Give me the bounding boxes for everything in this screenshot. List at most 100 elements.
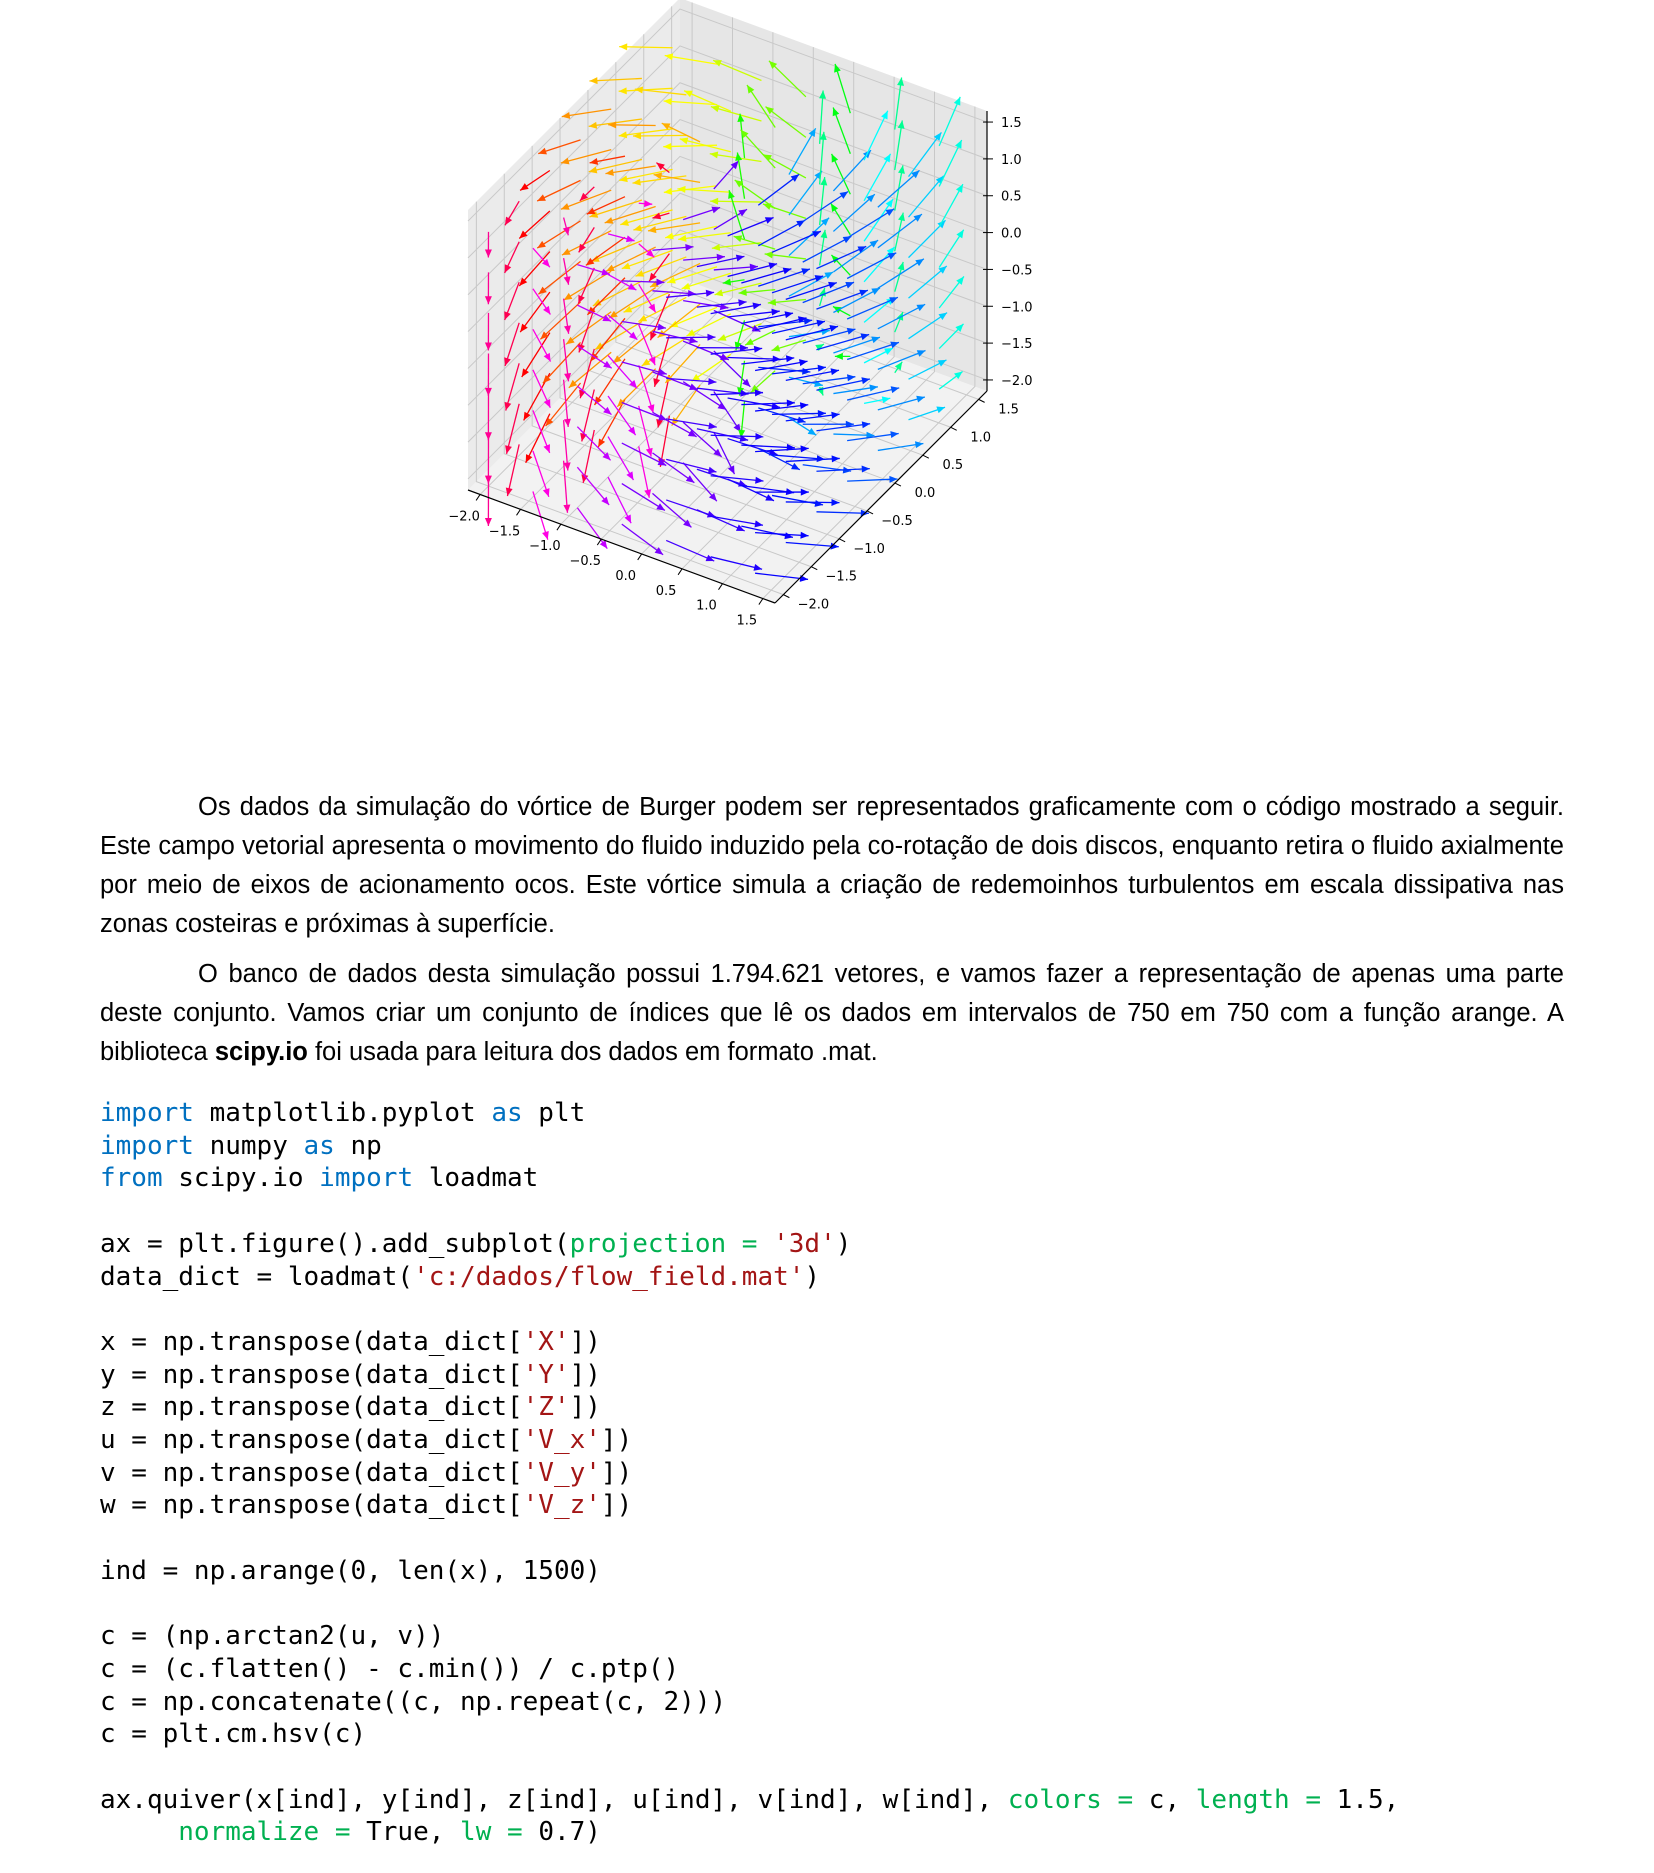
vector-arrowhead (602, 314, 612, 322)
code-token: 'Z' (522, 1392, 570, 1423)
vector-arrowhead (764, 251, 774, 259)
vector-arrow (847, 432, 899, 442)
vector-arrowhead (824, 272, 834, 279)
code-token: c = (c.flatten() - c.min()) / c.ptp() (100, 1653, 680, 1684)
vector-arrowhead (644, 200, 653, 208)
code-line: c = (c.flatten() - c.min()) / c.ptp() (100, 1654, 679, 1684)
y-tick (894, 482, 902, 487)
vector-arrowhead (803, 317, 813, 325)
code-token: '3d' (773, 1228, 836, 1259)
vector-arrow (832, 149, 872, 192)
vector-arrowhead (648, 303, 656, 313)
vector-arrow (846, 208, 895, 239)
back-left-pane (468, 0, 680, 490)
vector-arrow (576, 466, 610, 506)
vector-arrow (632, 175, 687, 184)
x-grid-line (722, 91, 935, 585)
vector-arrowhead (800, 488, 809, 496)
vector-arrowhead (755, 476, 764, 484)
y-axis-line (774, 390, 988, 604)
vector-arrowhead (594, 396, 602, 406)
code-line: ax.quiver(x[ind], y[ind], z[ind], u[ind]… (100, 1785, 1399, 1815)
vector-arrow (785, 457, 840, 463)
vector-arrowhead (684, 90, 693, 98)
vector-arrowhead (881, 110, 888, 120)
vector-arrowhead (762, 203, 772, 210)
vector-arrow (816, 245, 867, 270)
vector-arrow (536, 220, 581, 249)
vector-arrowhead (677, 185, 686, 193)
vector-arrowhead (814, 275, 824, 282)
vector-arrow (562, 420, 569, 471)
vector-arrowhead (632, 132, 642, 140)
code-line: u = np.transpose(data_dict['V_x']) (100, 1425, 632, 1455)
vector-arrowhead (588, 121, 598, 129)
vector-arrow (712, 59, 762, 82)
vector-arrowhead (911, 170, 920, 179)
vector-arrow (741, 525, 794, 539)
vector-arrowhead (916, 395, 925, 403)
z-tick-label: −1.0 (1001, 300, 1033, 315)
vector-arrowhead (740, 344, 749, 352)
code-token: ]) (569, 1326, 601, 1357)
vector-arrow (585, 236, 626, 266)
vector-arrow (582, 429, 595, 484)
vector-arrow (621, 442, 667, 467)
vector-arrow (788, 271, 834, 297)
vector-arrow (846, 341, 900, 361)
z-grid-line (467, 82, 988, 296)
vector-arrowhead (714, 289, 724, 297)
vector-arrowhead (705, 554, 715, 562)
vector-arrow (908, 175, 945, 218)
vector-arrowhead (563, 504, 571, 513)
vector-arrowhead (916, 304, 926, 312)
vector-arrow (666, 458, 717, 473)
vector-arrowhead (914, 441, 924, 449)
code-line: y = np.transpose(data_dict['Y']) (100, 1360, 601, 1390)
vector-arrowhead (830, 368, 840, 376)
vector-arrow (597, 399, 626, 448)
vector-arrowhead (764, 217, 774, 224)
vector-arrowhead (628, 426, 636, 436)
vector-arrowhead (807, 427, 817, 436)
vector-arrow (785, 369, 840, 382)
vector-arrowhead (606, 264, 615, 272)
vector-arrowhead (586, 207, 596, 215)
vector-arrowhead (857, 246, 867, 253)
vector-arrowhead (953, 96, 961, 106)
vector-arrowhead (484, 432, 492, 441)
vector-arrowhead (635, 270, 645, 277)
vector-arrow (666, 377, 717, 383)
z-tick-label: 0.5 (1001, 190, 1022, 205)
vector-arrowhead (771, 402, 780, 410)
vector-arrow (621, 523, 664, 556)
vector-arrowhead (589, 211, 599, 218)
vector-arrow (877, 303, 926, 330)
vector-arrowhead (542, 374, 551, 384)
y-tick (811, 566, 818, 571)
vector-arrowhead (752, 302, 761, 310)
vector-arrow (710, 475, 764, 482)
vector-arrow (666, 336, 716, 339)
vector-arrowhead (647, 226, 657, 234)
vector-arrowhead (897, 120, 905, 129)
vector-arrowhead (519, 230, 528, 239)
vector-arrowhead (663, 98, 672, 106)
z-grid-line (467, 118, 988, 332)
y-grid-line (615, 62, 924, 456)
vector-arrowhead (797, 316, 807, 324)
vector-arrowhead (845, 281, 855, 289)
vector-arrowhead (653, 172, 663, 180)
vector-arrow (755, 531, 809, 537)
vector-arrowhead (644, 489, 652, 498)
vector-arrowhead (599, 540, 608, 549)
vector-arrow (618, 128, 673, 137)
code-token: 1.5, (1336, 1784, 1400, 1815)
y-tick-label: 1.5 (998, 402, 1019, 417)
code-token: scipy.io (162, 1163, 320, 1194)
vector-arrowhead (540, 331, 549, 340)
code-token: data_dict = loadmat( (100, 1261, 414, 1292)
vector-arrowhead (956, 229, 964, 239)
vector-arrow (802, 281, 855, 304)
vector-arrowhead (707, 333, 716, 341)
